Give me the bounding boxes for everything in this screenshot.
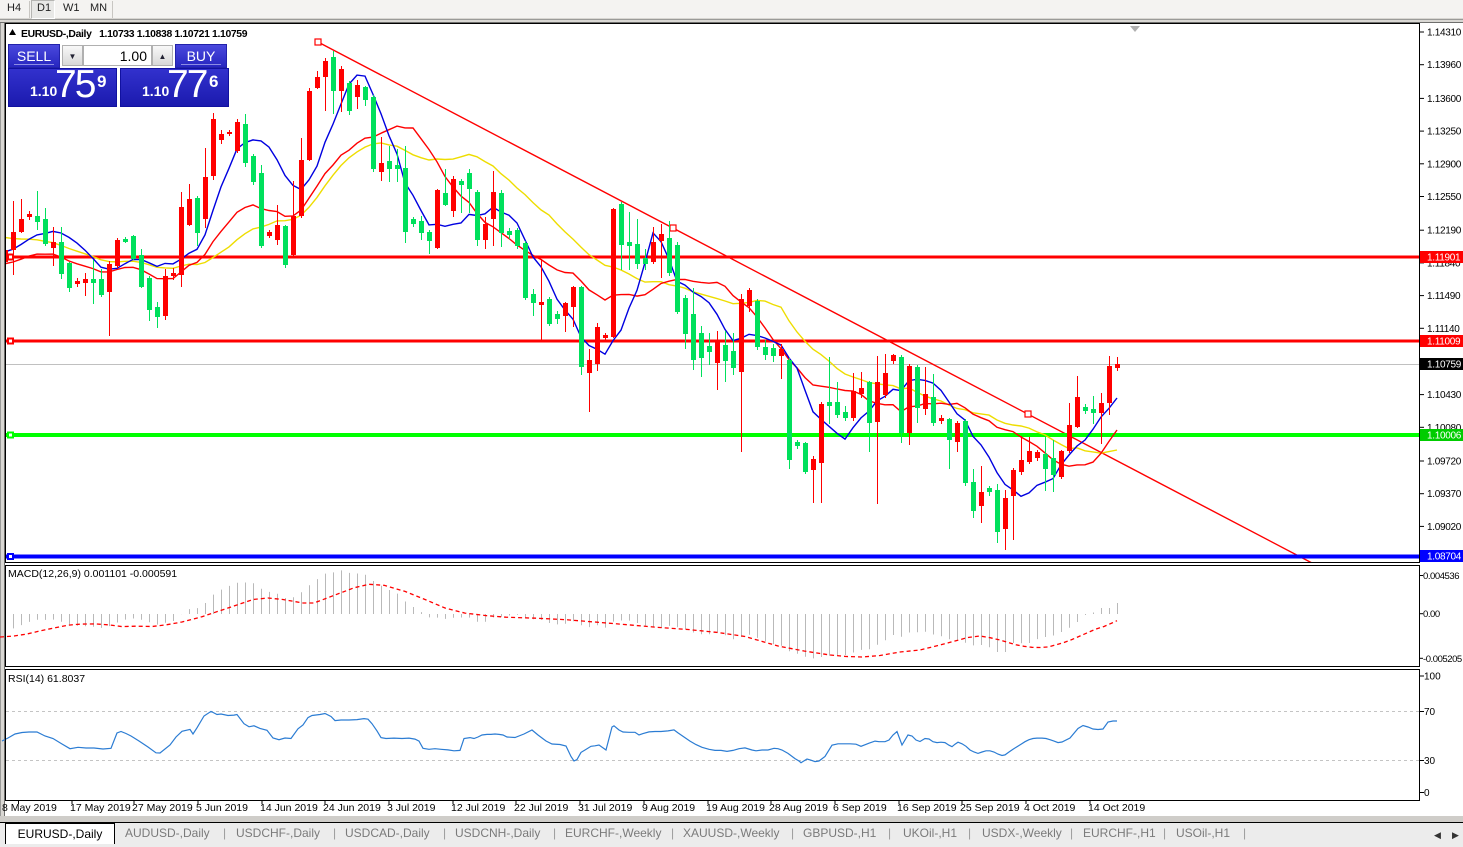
svg-text:EURUSD-,Daily 1.10733 1.1083: EURUSD-,Daily 1.10733 1.10838 1.10721 1.… <box>21 29 248 40</box>
svg-text:0: 0 <box>1424 788 1430 799</box>
svg-text:1.10430: 1.10430 <box>1427 390 1462 401</box>
svg-text:1.11490: 1.11490 <box>1427 291 1461 302</box>
svg-text:28 Aug 2019: 28 Aug 2019 <box>769 802 828 814</box>
svg-text:1.08704: 1.08704 <box>1427 552 1462 563</box>
svg-text:25 Sep 2019: 25 Sep 2019 <box>960 802 1020 814</box>
svg-text:16 Sep 2019: 16 Sep 2019 <box>897 802 957 814</box>
svg-text:MACD(12,26,9) 0.001101 -0.0005: MACD(12,26,9) 0.001101 -0.000591 <box>8 568 177 580</box>
svg-text:3 Jul 2019: 3 Jul 2019 <box>387 802 436 814</box>
svg-text:1.11140: 1.11140 <box>1427 324 1460 335</box>
svg-text:1.09370: 1.09370 <box>1427 489 1462 500</box>
svg-text:1.13600: 1.13600 <box>1427 94 1462 105</box>
svg-text:30: 30 <box>1424 756 1436 767</box>
svg-text:19 Aug 2019: 19 Aug 2019 <box>706 802 765 814</box>
svg-text:14 Jun 2019: 14 Jun 2019 <box>260 802 318 814</box>
svg-text:-0.005205: -0.005205 <box>1423 654 1462 665</box>
svg-text:1.11009: 1.11009 <box>1427 337 1461 348</box>
svg-text:70: 70 <box>1424 707 1436 718</box>
svg-text:9 Aug 2019: 9 Aug 2019 <box>642 802 695 814</box>
svg-text:RSI(14) 61.8037: RSI(14) 61.8037 <box>8 673 85 685</box>
svg-text:27 May 2019: 27 May 2019 <box>132 802 193 814</box>
svg-text:0.00: 0.00 <box>1423 609 1440 620</box>
svg-text:31 Jul 2019: 31 Jul 2019 <box>578 802 632 814</box>
svg-text:1.10006: 1.10006 <box>1427 431 1462 442</box>
svg-text:14 Oct 2019: 14 Oct 2019 <box>1088 802 1145 814</box>
svg-text:1.10759: 1.10759 <box>1427 360 1462 371</box>
svg-text:5 Jun 2019: 5 Jun 2019 <box>196 802 248 814</box>
svg-text:1.12900: 1.12900 <box>1427 159 1462 170</box>
svg-text:1.14310: 1.14310 <box>1427 28 1462 39</box>
svg-text:1.11901: 1.11901 <box>1427 253 1461 264</box>
svg-text:1.11840: 1.11840 <box>1427 258 1461 269</box>
svg-text:1.13250: 1.13250 <box>1427 127 1462 138</box>
svg-text:1.12550: 1.12550 <box>1427 192 1462 203</box>
svg-text:1.12190: 1.12190 <box>1427 226 1462 237</box>
svg-text:1.09020: 1.09020 <box>1427 522 1462 533</box>
svg-text:100: 100 <box>1424 672 1441 683</box>
svg-text:8 May 2019: 8 May 2019 <box>2 802 57 814</box>
svg-text:22 Jul 2019: 22 Jul 2019 <box>514 802 568 814</box>
svg-text:1.13960: 1.13960 <box>1427 60 1462 71</box>
svg-text:24 Jun 2019: 24 Jun 2019 <box>323 802 381 814</box>
svg-text:0.004536: 0.004536 <box>1423 571 1459 582</box>
svg-text:12 Jul 2019: 12 Jul 2019 <box>451 802 505 814</box>
svg-text:4 Oct 2019: 4 Oct 2019 <box>1024 802 1076 814</box>
svg-text:1.10080: 1.10080 <box>1427 423 1462 434</box>
svg-text:6 Sep 2019: 6 Sep 2019 <box>833 802 887 814</box>
svg-text:1.09720: 1.09720 <box>1427 457 1462 468</box>
svg-text:17 May 2019: 17 May 2019 <box>70 802 131 814</box>
